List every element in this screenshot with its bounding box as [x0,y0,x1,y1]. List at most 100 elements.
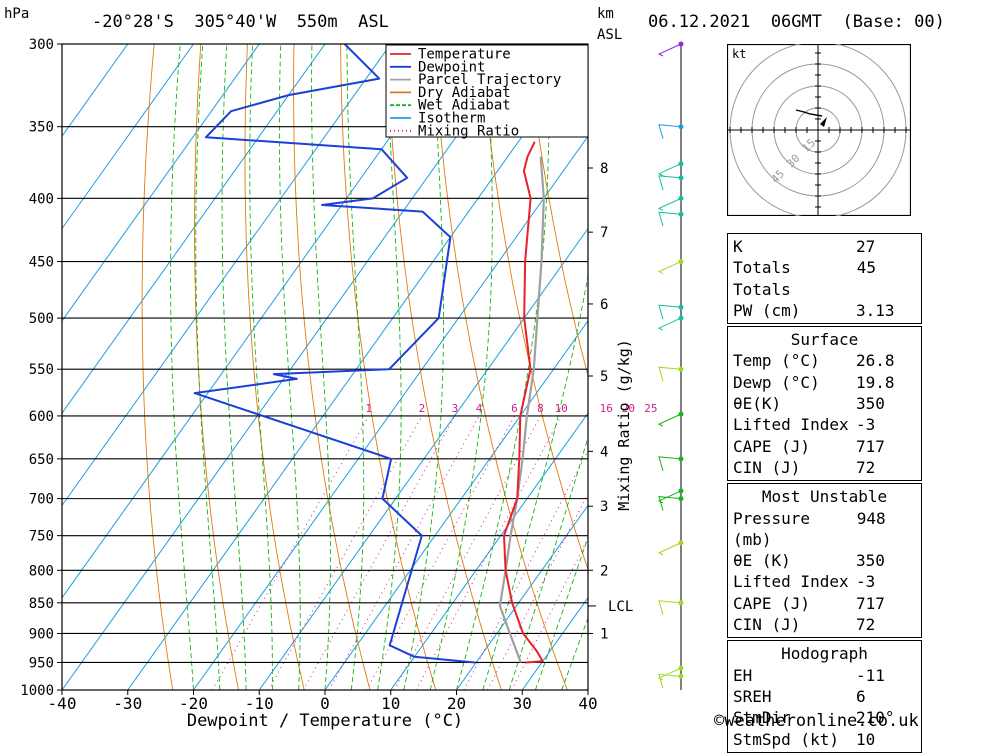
x-axis-label: Dewpoint / Temperature (°C) [187,711,463,731]
isotherm-line [259,44,719,690]
stat-value: 350 [856,393,916,414]
wind-barb [659,601,681,615]
wind-barb [659,414,681,426]
isotherm-line [0,44,128,690]
pressure-tick-label: 400 [29,191,54,207]
legend-entry: Mixing Ratio [418,123,519,139]
hodograph-row: SREH 6 [733,686,916,707]
wind-barb [659,164,681,176]
mixing-ratio-axis-label: Mixing Ratio (g/kg) [615,339,633,511]
wind-barb [659,125,681,139]
height-tick-label: 7 [600,225,608,241]
stat-label: CIN (J) [733,457,800,478]
copyright-link[interactable]: ©weatheronline.co.uk [714,711,919,731]
wet-adiabat-line [535,44,738,690]
stat-value: 72 [856,457,916,478]
height-tick-label: 1 [600,626,608,642]
wind-barb [659,262,681,274]
wind-barb [659,176,681,190]
stat-value: 3.13 [856,300,916,321]
stat-label: SREH [733,686,772,707]
height-tick-label: 3 [600,499,608,515]
height-tick-label: 4 [600,444,608,460]
stat-label: CIN (J) [733,614,800,635]
isotherm-line [62,44,522,690]
stat-value: 72 [856,614,916,635]
pressure-tick-label: 900 [29,626,54,642]
wet-adiabat-line [430,44,492,690]
wet-adiabat-line [222,44,246,690]
stat-label: Lifted Index [733,571,849,592]
pressure-tick-label: 500 [29,311,54,327]
stat-value: 27 [856,236,916,257]
chart-axes: 3003504004505005506006507007508008509009… [20,37,657,713]
stat-label: CAPE (J) [733,593,810,614]
wet-adiabat-line [196,44,220,690]
stat-value: 10 [856,729,916,750]
surface-row: CIN (J) 72 [733,457,916,478]
dry-adiabat-line [527,44,699,690]
stat-value: -3 [856,571,916,592]
plot-frame [62,44,588,690]
stat-label: Lifted Index [733,414,849,435]
surface-row: Dewp (°C)19.8 [733,372,916,393]
mixing-ratio-label: 2 [419,402,426,415]
pressure-tick-label: 950 [29,655,54,671]
stat-label: CAPE (J) [733,436,810,457]
stat-value: 26.8 [856,350,916,371]
dry-adiabat-line [993,44,1000,690]
wind-barb [659,318,681,330]
wind-barb [659,668,681,680]
hodograph-unit-label: kt [732,47,746,61]
mixing-ratio-label: 25 [644,402,657,415]
most-unstable-title: Most Unstable [733,486,916,507]
most-unstable-row: Pressure (mb)948 [733,508,916,551]
pressure-tick-label: 550 [29,362,54,378]
wet-adiabat-line [279,44,300,690]
index-row: PW (cm) 3.13 [733,300,916,321]
stat-value: 717 [856,593,916,614]
surface-row: θE(K)350 [733,393,916,414]
stat-value: -11 [856,665,916,686]
surface-title: Surface [733,329,916,350]
stat-label: PW (cm) [733,300,800,321]
stat-label: EH [733,665,752,686]
wind-barb [659,367,681,381]
stat-label: Temp (°C) [733,350,820,371]
surface-row: Lifted Index-3 [733,414,916,435]
mixing-ratio-label: 10 [555,402,568,415]
temperature-tick-label: 30 [513,694,532,713]
isotherm-line [325,44,785,690]
wind-barb [659,543,681,555]
mixing-ratio-label: 4 [476,402,483,415]
stat-label: θE (K) [733,550,791,571]
wind-profile [659,42,684,691]
stat-value: 6 [856,686,916,707]
pressure-tick-label: 750 [29,529,54,545]
mixing-ratio-label: 8 [537,402,544,415]
pressure-tick-label: 700 [29,492,54,508]
dry-adiabat-line [480,44,633,690]
temperature-tick-label: -30 [113,694,142,713]
dry-adiabat-line [294,44,370,690]
dry-adiabat-line [946,44,1000,690]
stat-label: Totals Totals [733,257,857,300]
wind-barb [659,457,681,471]
isotherm-line [128,44,588,690]
stat-value: 19.8 [856,372,916,393]
isotherm-line [0,44,391,690]
wet-adiabat-line [312,44,331,690]
mixing-ratio-line [367,416,515,690]
pressure-tick-label: 650 [29,452,54,468]
lcl-label: LCL [608,599,633,615]
wind-barb [659,198,681,210]
pressure-tick-label: 450 [29,255,54,271]
mixing-ratio-label: 1 [365,402,372,415]
surface-row: Temp (°C) 26.8 [733,350,916,371]
